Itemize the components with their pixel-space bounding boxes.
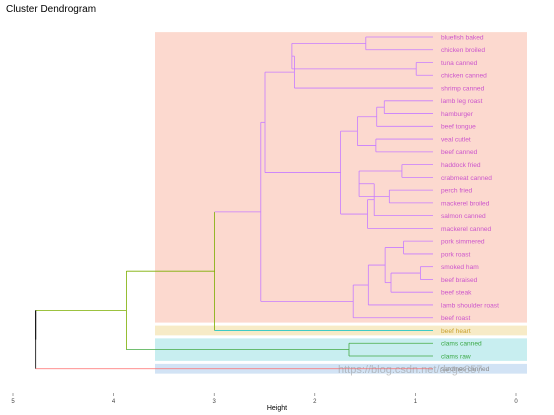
leaf-label: sardines canned [441, 366, 490, 373]
chart-title: Cluster Dendrogram [6, 4, 97, 15]
x-tick-label: 4 [112, 399, 116, 405]
leaf-label: salmon canned [441, 213, 486, 220]
leaf-label: mackerel broiled [441, 200, 490, 207]
leaf-label: beef canned [441, 149, 478, 156]
leaf-label: clams raw [441, 353, 471, 360]
leaf-label: tuna canned [441, 60, 478, 67]
leaf-label: pork simmered [441, 239, 485, 246]
leaf-label: beef roast [441, 315, 470, 322]
leaf-label: beef tongue [441, 124, 476, 131]
leaf-label: smoked ham [441, 264, 479, 271]
leaf-label: mackerel canned [441, 226, 492, 233]
leaf-label: beef heart [441, 328, 471, 335]
leaf-label: crabmeat canned [441, 175, 492, 182]
leaf-label: bluefish baked [441, 34, 484, 41]
leaf-label: beef steak [441, 290, 472, 297]
x-tick-label: 0 [514, 399, 518, 405]
x-tick-label: 3 [213, 399, 217, 405]
leaf-label: pork roast [441, 251, 470, 258]
leaf-label: shrimp canned [441, 85, 485, 92]
leaf-label: lamb shoulder roast [441, 302, 499, 309]
x-axis-title: Height [267, 405, 287, 412]
leaf-label: hamburger [441, 111, 474, 118]
leaf-label: lamb leg roast [441, 98, 483, 105]
x-tick-label: 5 [11, 399, 15, 405]
watermark-text: https://blog.csdn.net/dege857 [338, 364, 483, 376]
leaf-label: haddock fried [441, 162, 481, 169]
leaf-label: chicken broiled [441, 47, 485, 54]
leaf-label: clams canned [441, 341, 482, 348]
leaf-label: perch fried [441, 188, 472, 195]
x-tick-label: 1 [414, 399, 418, 405]
leaf-label: beef braised [441, 277, 478, 284]
x-tick-label: 2 [313, 399, 317, 405]
leaf-label: veal cutlet [441, 136, 471, 143]
leaf-label: chicken canned [441, 73, 487, 80]
